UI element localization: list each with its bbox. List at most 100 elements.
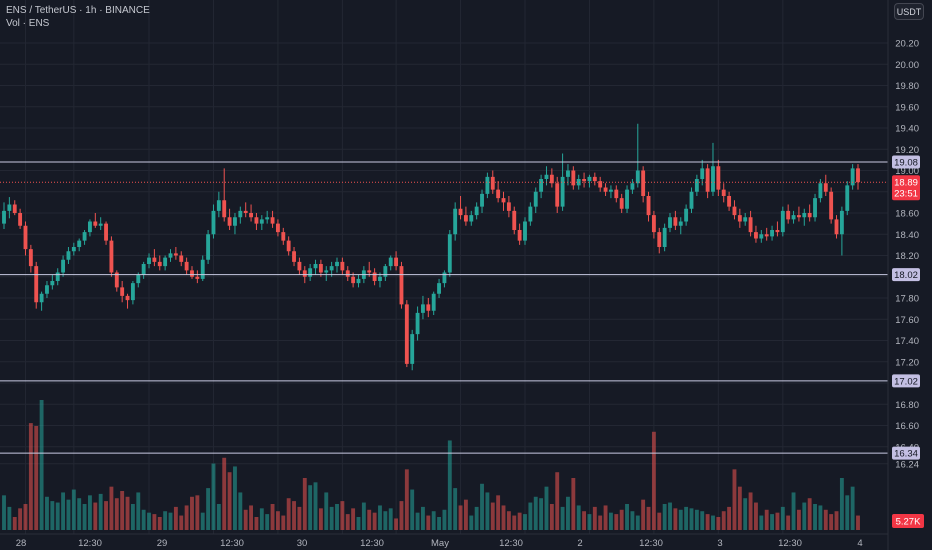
volume-bars [2, 400, 860, 530]
candle [775, 221, 780, 237]
candle [592, 172, 597, 186]
volume-bar [82, 504, 87, 530]
candle [651, 210, 656, 239]
volume-bar [345, 514, 350, 530]
candle [431, 291, 436, 315]
volume-bar [818, 505, 823, 530]
candle [813, 193, 817, 222]
candle [721, 183, 726, 203]
volume-bar [227, 472, 232, 530]
candle [71, 242, 76, 256]
volume-bar [705, 514, 710, 530]
level-label: 19.08 [892, 155, 920, 169]
candle [216, 191, 221, 218]
volume-bar [576, 505, 581, 530]
x-tick-label: 12:30 [78, 538, 102, 549]
symbol-legend: ENS / TetherUS · 1h · BINANCE [6, 5, 150, 16]
candle [834, 215, 839, 239]
candle [399, 261, 404, 309]
volume-bar [850, 486, 855, 530]
volume-bar [130, 504, 135, 530]
candle [447, 230, 452, 277]
y-tick-label: 17.40 [895, 336, 919, 347]
volume-bar [571, 478, 576, 530]
volume-bar [641, 499, 646, 530]
volume-bar [50, 501, 55, 530]
candle [528, 202, 533, 226]
currency-button[interactable]: USDT [894, 3, 924, 20]
volume-bar [711, 515, 715, 530]
candle [233, 213, 237, 235]
horizontal-levels[interactable] [0, 161, 888, 454]
candle [759, 230, 764, 243]
candle [549, 168, 554, 188]
volume-bar [721, 511, 726, 530]
candle [394, 251, 399, 271]
candle [292, 247, 296, 267]
volume-bar [351, 508, 356, 530]
candle [308, 264, 313, 281]
volume-bar [856, 515, 860, 530]
countdown-timer: 23:51 [894, 189, 918, 200]
candle [539, 174, 544, 199]
candle [243, 202, 248, 218]
volume-bar [55, 502, 60, 530]
volume-bar [104, 501, 108, 530]
volume-bar [173, 506, 178, 530]
volume-bar [265, 514, 270, 530]
volume-bar [270, 504, 275, 530]
volume-bar [378, 505, 382, 530]
level-label: 18.02 [892, 268, 920, 282]
svg-text:17.02: 17.02 [894, 376, 918, 387]
volume-bar [555, 472, 560, 530]
candle [657, 227, 662, 254]
candle [694, 174, 699, 196]
candle [802, 208, 807, 226]
volume-bar [839, 478, 844, 530]
volume-bar [23, 504, 28, 530]
volume-bar [646, 506, 651, 530]
volume-bar [275, 511, 280, 530]
candle [184, 257, 189, 275]
candle [93, 213, 98, 228]
volume-bar [399, 501, 404, 530]
candle [641, 166, 646, 203]
candle [238, 206, 243, 224]
candle [109, 236, 114, 277]
volume-bar [512, 515, 517, 530]
volume-bar [845, 495, 850, 530]
volume-bar [780, 506, 785, 530]
candle [571, 166, 576, 190]
volume-bar [501, 505, 506, 530]
candle [66, 247, 71, 264]
candle [845, 181, 850, 216]
y-tick-label: 19.40 [895, 124, 919, 135]
candle [345, 266, 350, 281]
candle [453, 202, 458, 241]
y-tick-label: 16.60 [895, 421, 919, 432]
volume-bar [528, 502, 533, 530]
volume-bar [410, 489, 415, 530]
y-tick-label: 19.80 [895, 81, 919, 92]
candle [275, 219, 280, 237]
volume-bar [496, 495, 501, 530]
candle [39, 291, 44, 311]
candle [587, 174, 592, 188]
candle [404, 300, 409, 368]
volume-bar [560, 506, 565, 530]
candle [324, 266, 329, 281]
volume-bar [608, 512, 613, 530]
candle [474, 202, 479, 220]
y-tick-label: 18.60 [895, 209, 919, 220]
volume-bar [200, 512, 205, 530]
y-tick-label: 18.40 [895, 230, 919, 241]
candle [190, 266, 194, 279]
volume-bar [66, 499, 71, 530]
volume-bar [743, 498, 748, 530]
volume-bar [12, 517, 17, 530]
candle [711, 142, 715, 196]
candle [2, 202, 6, 229]
volume-bar [539, 498, 544, 530]
candle [614, 185, 619, 203]
